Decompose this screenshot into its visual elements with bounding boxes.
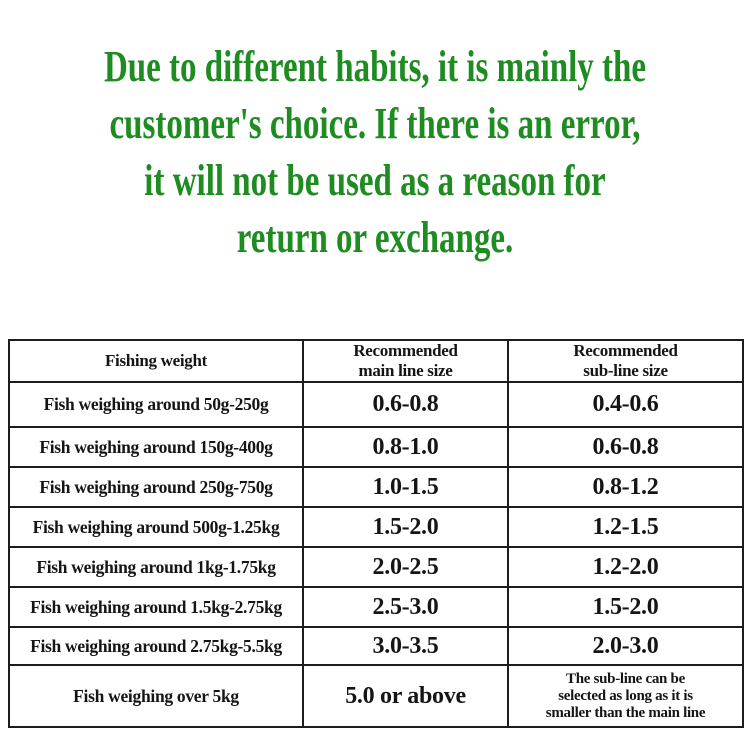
weight-cell: Fish weighing around 500g-1.25kg — [8, 506, 304, 548]
table-row: Fish weighing around 50g-250g 0.6-0.8 0.… — [8, 381, 744, 428]
main-line-cell: 0.6-0.8 — [302, 381, 509, 428]
weight-cell: Fish weighing around 1kg-1.75kg — [8, 546, 304, 588]
weight-cell: Fish weighing around 1.5kg-2.75kg — [8, 586, 304, 628]
header-label: Fishing weight — [104, 351, 208, 370]
sub-line-note-cell: The sub-line can be selected as long as … — [507, 664, 744, 728]
sub-line-cell: 0.8-1.2 — [507, 466, 744, 508]
disclaimer-line: Due to different habits, it is mainly th… — [103, 42, 647, 91]
sub-line-cell: 0.4-0.6 — [507, 381, 744, 428]
main-line-cell: 1.0-1.5 — [302, 466, 509, 508]
header-label: main line size — [358, 361, 453, 380]
line-size-table: Fishing weight Recommended main line siz… — [8, 339, 744, 728]
weight-cell: Fish weighing around 50g-250g — [8, 381, 304, 428]
sub-line-cell: 1.2-1.5 — [507, 506, 744, 548]
table-row: Fish weighing around 1kg-1.75kg 2.0-2.5 … — [8, 546, 744, 588]
weight-cell: Fish weighing around 150g-400g — [8, 426, 304, 468]
main-line-cell: 5.0 or above — [302, 664, 509, 728]
weight-cell: Fish weighing around 250g-750g — [8, 466, 304, 508]
sub-line-cell: 2.0-3.0 — [507, 626, 744, 666]
main-line-cell: 2.5-3.0 — [302, 586, 509, 628]
table-row: Fish weighing around 500g-1.25kg 1.5-2.0… — [8, 506, 744, 548]
main-line-cell: 2.0-2.5 — [302, 546, 509, 588]
main-line-cell: 3.0-3.5 — [302, 626, 509, 666]
sub-line-cell: 0.6-0.8 — [507, 426, 744, 468]
header-label: Recommended — [353, 341, 458, 360]
table-row: Fish weighing around 150g-400g 0.8-1.0 0… — [8, 426, 744, 468]
header-sub-line-size: Recommended sub-line size — [507, 339, 744, 383]
disclaimer-heading: Due to different habits, it is mainly th… — [94, 38, 657, 266]
header-label: sub-line size — [583, 361, 668, 380]
weight-cell: Fish weighing over 5kg — [8, 664, 304, 728]
table-row: Fish weighing around 250g-750g 1.0-1.5 0… — [8, 466, 744, 508]
table-row: Fish weighing around 2.75kg-5.5kg 3.0-3.… — [8, 626, 744, 666]
weight-cell: Fish weighing around 2.75kg-5.5kg — [8, 626, 304, 666]
sub-line-cell: 1.2-2.0 — [507, 546, 744, 588]
sub-line-note-line: selected as long as it is — [558, 687, 693, 704]
table-header-row: Fishing weight Recommended main line siz… — [8, 339, 744, 383]
disclaimer-line: return or exchange. — [236, 213, 514, 262]
header-label: Recommended — [573, 341, 678, 360]
table-row: Fish weighing around 1.5kg-2.75kg 2.5-3.… — [8, 586, 744, 628]
header-main-line-size: Recommended main line size — [302, 339, 509, 383]
sub-line-cell: 1.5-2.0 — [507, 586, 744, 628]
sub-line-note-line: The sub-line can be — [566, 670, 685, 687]
disclaimer-line: it will not be used as a reason for — [144, 156, 606, 205]
table-row: Fish weighing over 5kg 5.0 or above The … — [8, 664, 744, 728]
main-line-cell: 1.5-2.0 — [302, 506, 509, 548]
sub-line-note-line: smaller than the main line — [545, 704, 706, 721]
header-fishing-weight: Fishing weight — [8, 339, 304, 383]
main-line-cell: 0.8-1.0 — [302, 426, 509, 468]
disclaimer-line: customer's choice. If there is an error, — [109, 99, 641, 148]
